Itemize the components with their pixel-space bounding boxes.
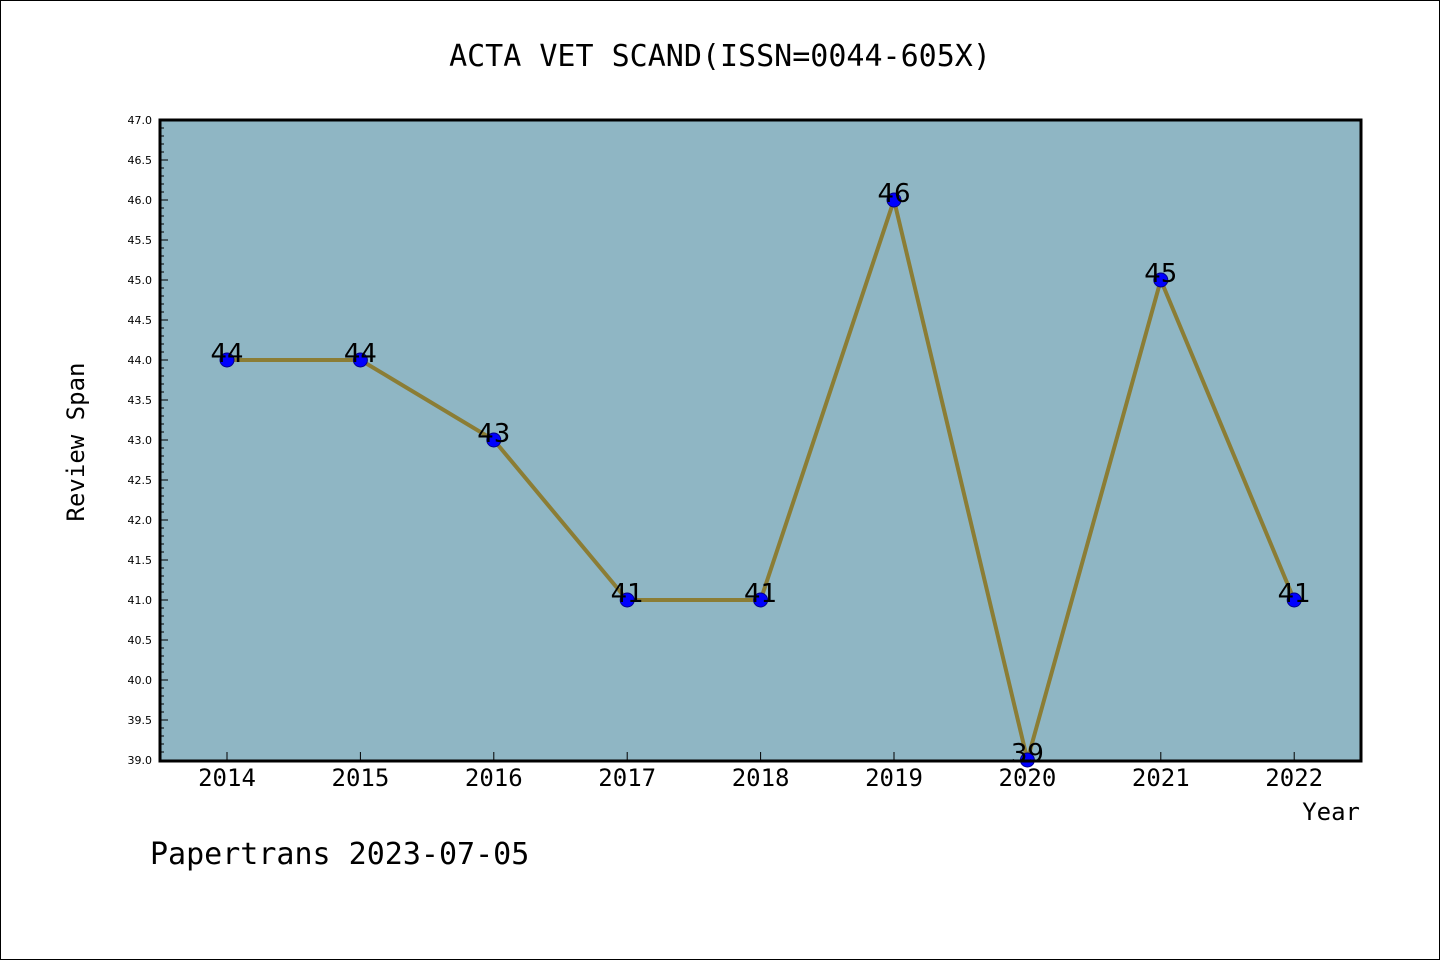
footer-watermark: Papertrans 2023-07-05 [150, 837, 529, 872]
y-tick-label: 45.5 [128, 234, 153, 247]
data-label: 46 [877, 179, 910, 209]
data-point [1286, 592, 1302, 608]
y-tick-label: 39.0 [128, 754, 153, 767]
data-point [753, 592, 769, 608]
x-tick-label: 2016 [465, 764, 523, 792]
data-labels: 44 44 43 41 41 46 39 45 41 [210, 179, 1310, 769]
plot-area [160, 120, 1361, 761]
y-tick-label: 42.0 [128, 514, 153, 527]
y-tick-label: 41.0 [128, 594, 153, 607]
y-tick-label: 40.0 [128, 674, 153, 687]
x-tick-label: 2021 [1132, 764, 1190, 792]
x-axis-label: Year [1302, 798, 1360, 826]
series-review-span [219, 192, 1302, 768]
data-label: 44 [344, 339, 377, 369]
data-label: 41 [611, 579, 644, 609]
y-tick-label: 46.0 [128, 194, 153, 207]
x-axis: 2014 2015 2016 2017 2018 2019 2020 2021 2022 [198, 752, 1323, 792]
x-tick-label: 2018 [732, 764, 790, 792]
x-tick-label: 2019 [865, 764, 923, 792]
data-point [619, 592, 635, 608]
y-tick-label: 44.5 [128, 314, 153, 327]
y-tick-label: 40.5 [128, 634, 153, 647]
x-tick-label: 2014 [198, 764, 256, 792]
y-tick-label: 41.5 [128, 554, 153, 567]
data-label: 45 [1144, 259, 1177, 289]
data-label: 44 [210, 339, 243, 369]
data-label: 41 [744, 579, 777, 609]
data-point [352, 352, 368, 368]
x-tick-label: 2022 [1265, 764, 1323, 792]
data-label: 43 [477, 419, 510, 449]
data-label: 39 [1011, 739, 1044, 769]
chart-title: ACTA VET SCAND(ISSN=0044-605X) [449, 39, 991, 74]
y-tick-label: 44.0 [128, 354, 153, 367]
data-label: 41 [1278, 579, 1311, 609]
x-tick-label: 2020 [999, 764, 1057, 792]
y-axis: 39.0 39.5 40.0 40.5 41.0 41.5 42.0 42.5 43.0 43.5… [128, 114, 168, 767]
data-point [486, 432, 502, 448]
x-tick-label: 2015 [332, 764, 390, 792]
y-tick-label: 42.5 [128, 474, 153, 487]
y-tick-label: 46.5 [128, 154, 153, 167]
data-point [219, 352, 235, 368]
y-tick-label: 43.0 [128, 434, 153, 447]
y-tick-label: 43.5 [128, 394, 153, 407]
y-axis-label: Review Span [62, 363, 90, 522]
data-point [886, 192, 902, 208]
y-tick-label: 39.5 [128, 714, 153, 727]
plot-border [158, 118, 1363, 763]
data-point [1153, 272, 1169, 288]
x-tick-label: 2017 [598, 764, 656, 792]
y-tick-label: 47.0 [128, 114, 153, 127]
y-tick-label: 45.0 [128, 274, 153, 287]
